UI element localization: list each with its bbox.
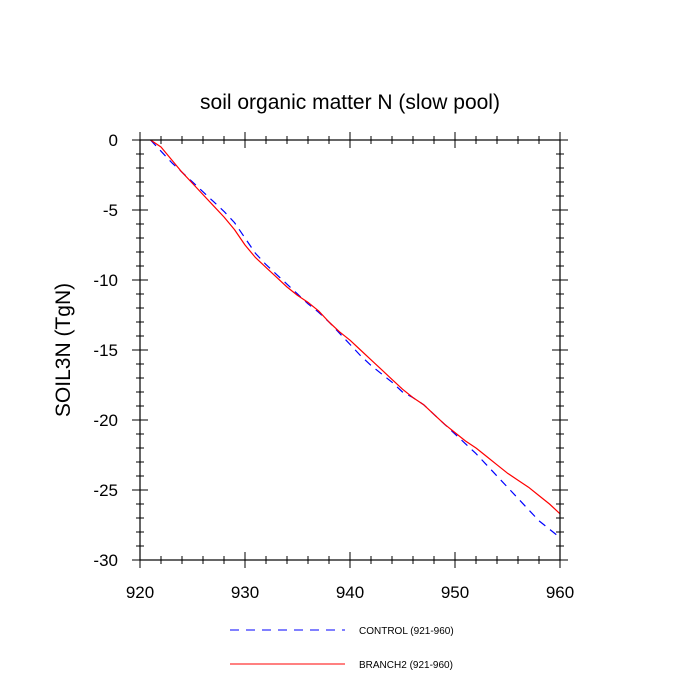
legend-label-branch2: BRANCH2 (921-960) bbox=[359, 660, 453, 671]
chart-title: soil organic matter N (slow pool) bbox=[200, 91, 500, 114]
legend-label-control: CONTROL (921-960) bbox=[359, 626, 454, 637]
y-tick-label: -10 bbox=[93, 271, 118, 290]
x-tick-label: 940 bbox=[336, 583, 364, 602]
legend-item-branch2: BRANCH2 (921-960) bbox=[230, 660, 453, 671]
series-line-branch2 bbox=[150, 139, 561, 515]
y-tick-label: -20 bbox=[93, 411, 118, 430]
y-axis-label: SOIL3N (TgN) bbox=[52, 283, 75, 417]
y-tick-label: -30 bbox=[93, 551, 118, 570]
plot-frame bbox=[139, 139, 561, 561]
legend: CONTROL (921-960) BRANCH2 (921-960) bbox=[230, 626, 454, 671]
y-tick-label: -5 bbox=[103, 201, 118, 220]
y-tick-label: -15 bbox=[93, 341, 118, 360]
x-tick-label: 930 bbox=[231, 583, 259, 602]
y-tick-label: 0 bbox=[109, 131, 118, 150]
x-tick-label: 920 bbox=[126, 583, 154, 602]
x-tick-label: 960 bbox=[546, 583, 574, 602]
x-tick-label: 950 bbox=[441, 583, 469, 602]
plot-series bbox=[150, 139, 561, 539]
legend-item-control: CONTROL (921-960) bbox=[230, 626, 454, 637]
axis-tick-labels: 920 930 940 950 960 0 -5 -10 -15 -20 -25 -30 bbox=[93, 131, 574, 602]
y-tick-label: -25 bbox=[93, 481, 118, 500]
series-line-control bbox=[150, 139, 561, 539]
